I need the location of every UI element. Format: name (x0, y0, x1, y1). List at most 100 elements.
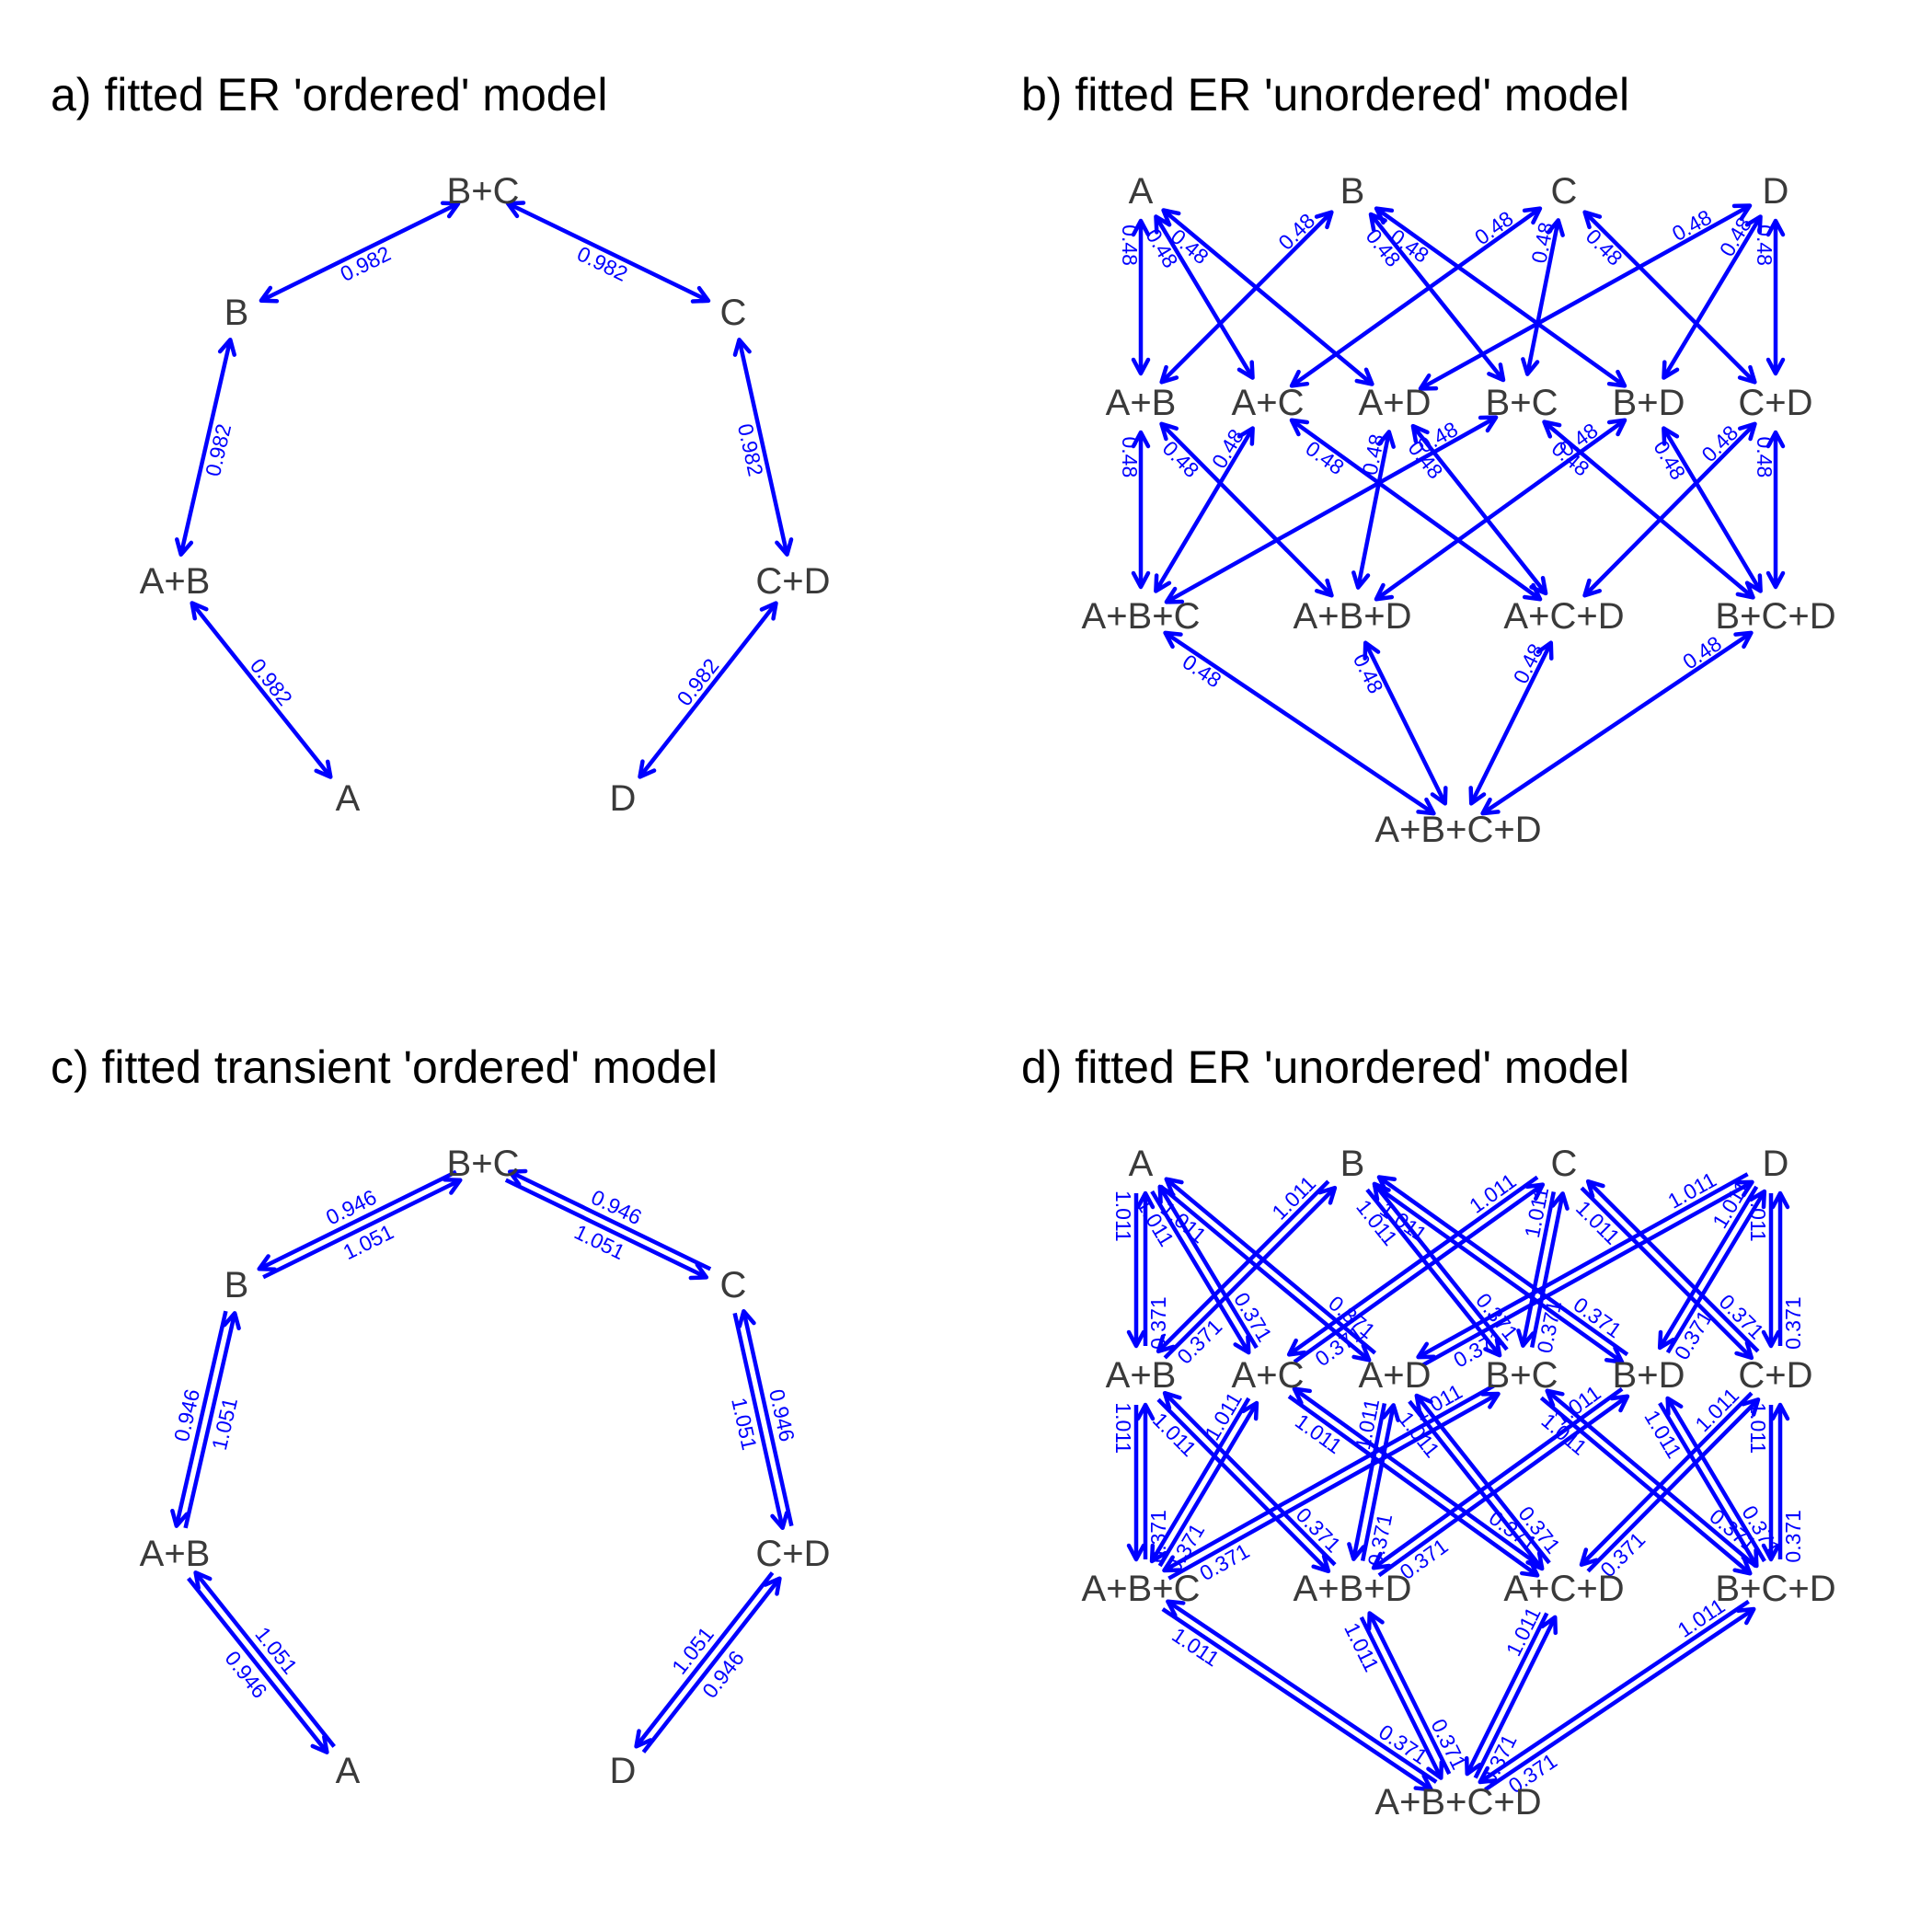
panel-a-edge-c-d-d-head (638, 759, 657, 779)
panel-d-edge-b-c-d-a-b-c-d-gain-head (1478, 1765, 1498, 1785)
panel-d-edge-c-a-c-gain-head (1286, 1338, 1307, 1357)
panel-c-edge-b-c-c-forward-head (688, 1262, 709, 1281)
panel-d-edge-c-d-b-c-d-gain-label: 1.011 (1746, 1402, 1770, 1454)
panel-b-edge-b-c-d-a-b-c-d (1481, 630, 1753, 816)
panel-d-edge-a-d-a-b-d-gain (1351, 1402, 1387, 1560)
panel-a-edge-c-c-d-tail (732, 338, 752, 357)
panel-a-edge-a-b-b-tail (175, 537, 194, 558)
panel-c-edge-b-b-c-back-head (257, 1254, 277, 1272)
panel-a-edge-c-c-d-head (775, 537, 794, 557)
panel-b-edge-a-c-a-b-c (1154, 427, 1255, 592)
panel-d-edge-a-d-a-c-d-loss-head (1414, 1393, 1433, 1413)
panel-a-edge-c-c-d-label: 0.982 (733, 421, 768, 478)
panel-a-edge-b-c-c (507, 201, 709, 303)
panel-b-node-b-c-d: B+C+D (1715, 596, 1835, 637)
panel-d-edge-a-a-c-gain (1150, 1190, 1251, 1354)
panel-b-edge-a-c-d-a-b-c-d-tail (1535, 640, 1554, 661)
panel-d-edge-b-d-a-b-d-loss-head (1609, 1394, 1630, 1413)
panel-d-edge-c-c-d-loss-head (1585, 1179, 1605, 1199)
panel-b-edge-a-c-a-b-c-head (1154, 573, 1172, 593)
panel-b-edge-b-a-b-tail (1314, 210, 1334, 230)
panel-a-edge-b-b-c-tail (259, 285, 280, 304)
panel-d-edge-a-c-a-b-c-loss-head (1241, 1400, 1259, 1421)
panel-b-edge-a-d-a-c-d (1411, 424, 1547, 595)
panel-d-edge-a-c-d-a-b-c-d-gain-head (1464, 1755, 1482, 1777)
panel-d-edge-d-a-d-loss-head (1734, 1179, 1754, 1198)
panel-a-edge-b-c-c-head (690, 285, 711, 304)
panel-d-edge-a-b-d-a-b-c-d-gain-head (1426, 1760, 1444, 1780)
panel-d-edge-d-a-d-gain (1417, 1172, 1749, 1360)
panel-d-edge-a-a-b-gain-head (1126, 1329, 1146, 1349)
panel-b-edge-a-b-d-a-b-c-d-head (1430, 786, 1448, 806)
panel-b-edge-c-d-a-c-d-tail (1737, 421, 1757, 442)
panel-b-edge-a-d-a-c-d-tail (1410, 423, 1430, 444)
panel-d-edge-b-b-c-gain (1365, 1188, 1501, 1357)
panel-b-edge-b-d-b-c-d-head (1744, 573, 1763, 593)
panel-b-edge-b-d-a-b-d-tail (1606, 418, 1627, 437)
panel-b-edge-b-a-b-label: 0.48 (1273, 209, 1319, 255)
panel-c-node-b-c: B+C (447, 1144, 520, 1184)
panel-b-edge-c-d-b-c-d-label: 0.48 (1753, 436, 1777, 477)
panel-b-edge-a-b-d-a-b-c-d (1363, 641, 1447, 805)
panel-a-node-b-c: B+C (447, 171, 520, 212)
panel-c-edge-c-c-d-back (742, 1310, 794, 1527)
panel-b-edge-a-b-d-a-b-c-d-tail (1363, 640, 1381, 661)
panel-d-edge-b-d-b-c-d-loss-head (1665, 1396, 1684, 1417)
panel-d-edge-c-d-a-c-d-loss (1586, 1397, 1760, 1573)
panel-a-node-a-b: A+B (140, 561, 211, 602)
panel-b-node-a: A (1129, 171, 1154, 212)
panel-d-edge-a-a-b-gain-label: 1.011 (1111, 1190, 1135, 1242)
panel-b-edge-b-b-c-head (1487, 362, 1506, 383)
panel-b-edge-a-c-d-a-b-c-d (1469, 641, 1553, 805)
panel-d-edge-b-a-b-loss-head (1317, 1185, 1338, 1205)
panel-a-node-d: D (610, 778, 637, 819)
panel-d-edge-c-b-c-gain-head (1516, 1328, 1535, 1348)
panel-d-edge-a-d-a-c-d-gain-head (1525, 1551, 1545, 1571)
panel-a-edge-a-b-b-head (217, 337, 236, 357)
panel-b-title: b) fitted ER 'unordered' model (1021, 69, 1629, 121)
panel-b-edge-a-c-a-b-c-tail (1236, 426, 1255, 446)
panel-c-node-d: D (610, 1751, 637, 1791)
panel-d-edge-a-b-c-a-b-c-d-loss-head (1166, 1599, 1186, 1617)
panel-a-edge-c-d-d-tail (759, 601, 778, 621)
panel-d-node-b-c-d: B+C+D (1715, 1569, 1835, 1609)
panel-b-edge-d-b-d (1662, 215, 1763, 379)
panel-d-edge-d-b-d-gain-head (1657, 1329, 1676, 1351)
panel-d-edge-a-a-d-loss-head (1164, 1177, 1184, 1196)
panel-c-edge-b-c-c-forward (504, 1178, 707, 1280)
panel-d-title: d) fitted ER 'unordered' model (1021, 1041, 1629, 1093)
panel-b-edge-a-c-d-a-b-c-d-head (1468, 786, 1487, 806)
panel-c-edge-c-d-d-back (641, 1577, 782, 1754)
panel-d-edge-a-b-a-b-d-gain (1156, 1397, 1330, 1573)
panel-c-edge-b-b-c-forward-head (443, 1177, 463, 1195)
panel-d-edge-a-b-c-a-b-c-d-gain-head (1413, 1774, 1433, 1792)
panel-d-node-a-b-c-d: A+B+C+D (1374, 1782, 1541, 1823)
panel-d-edge-a-b-d-a-b-c-d-gain (1359, 1616, 1443, 1779)
panel-a-edge-a-b-b (178, 339, 233, 556)
panel-b-edge-b-c-b-c-d-head (1735, 581, 1755, 600)
panel-b-edge-a-a-b-tail (1131, 218, 1151, 237)
panel-c-node-c-d: C+D (755, 1534, 830, 1574)
panel-b-graph: 0.48 0.480.48 0.48 0.480.48 0.48 0.48 0.48 0.48… (1082, 171, 1836, 850)
panel-c-edge-b-c-c-back (509, 1169, 712, 1271)
panel-c-edge-c-d-d-forward (634, 1571, 775, 1748)
panel-b-edge-a-b-c-a-b-c-d-tail (1163, 630, 1183, 650)
panel-a-node-a: A (336, 778, 361, 819)
panel-b-edge-b-c-a-b-c (1165, 415, 1498, 604)
panel-c-edge-a-b-b-back-head (170, 1508, 190, 1528)
panel-b-edge-a-b-c-a-b-c-d (1164, 630, 1435, 816)
panel-d-edge-a-b-d-a-b-c-d-loss-head (1366, 1611, 1385, 1631)
panel-b-edge-c-c-d-tail (1582, 210, 1603, 230)
panel-a-title: a) fitted ER 'ordered' model (51, 69, 608, 121)
panel-b-edge-a-b-c-a-b-c-d-label: 0.48 (1179, 650, 1226, 693)
panel-d-edge-c-d-b-c-d-gain-head (1761, 1543, 1781, 1562)
panel-b-edge-d-a-d-tail (1731, 203, 1753, 222)
panel-b-node-b: B (1340, 171, 1365, 212)
panel-d-edge-d-c-d-loss-head (1770, 1190, 1790, 1210)
panel-c-edge-c-c-d-back-head (737, 1308, 756, 1328)
panel-d-edge-a-c-a-c-d-loss-head (1292, 1386, 1312, 1406)
panel-a-edge-c-d-d (638, 602, 778, 778)
panel-c-edge-a-a-b-forward (193, 1570, 336, 1748)
panel-c-edge-a-b-b-forward-head (222, 1311, 241, 1331)
